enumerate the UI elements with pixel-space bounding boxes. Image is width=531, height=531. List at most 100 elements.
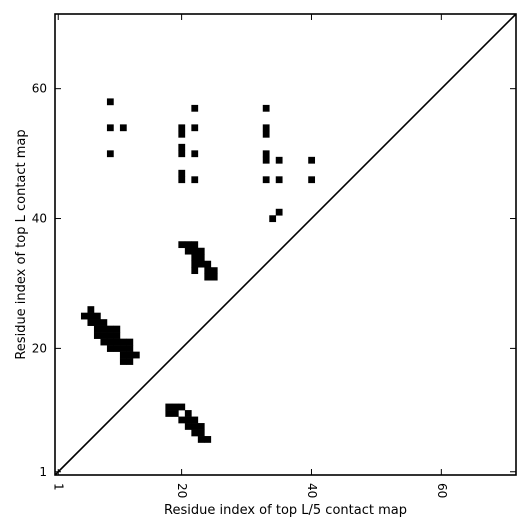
contact-cell [191,267,199,275]
contact-cell [126,358,134,365]
contact-cell [132,351,140,359]
contact-cell [197,423,205,430]
contact-cell [308,176,316,184]
contact-cell [178,150,186,158]
contact-cell [126,345,134,352]
contact-cell [197,429,205,437]
contact-cell [262,124,270,132]
contact-cell [191,104,199,112]
x-tick-label: 1 [52,483,66,491]
contact-cell [197,254,205,262]
contact-cell [275,156,283,164]
y-tick-label: 20 [32,341,47,355]
contact-cell [262,176,270,184]
y-tick-label: 40 [32,212,47,226]
contact-cell [100,325,108,333]
y-tick-label: 60 [32,82,47,96]
contact-cell [262,130,270,138]
contact-cell [106,150,114,158]
contact-cell [210,267,218,275]
contact-cell [87,306,95,313]
contact-cell [100,332,108,339]
contact-cell [119,124,127,132]
contact-cell [184,423,192,430]
contact-cell [113,325,121,333]
contact-cell [191,150,199,158]
contact-cell [171,410,179,417]
contact-cell [184,247,192,255]
contact-cell [119,358,127,365]
contact-cell [106,325,114,333]
contact-cell [93,312,101,320]
diagonal-line [54,13,517,476]
contact-cell [275,176,283,184]
contact-cell [197,436,205,443]
contact-cell [184,410,192,417]
contact-cell [178,403,186,411]
contact-cells [80,98,316,443]
contact-cell [204,267,212,275]
contact-cell [106,124,114,132]
contact-cell [204,273,212,281]
contact-cell [100,319,108,326]
contact-cell [178,143,186,151]
contact-cell [210,273,218,281]
y-tick-label: 1 [39,465,47,479]
contact-cell [262,104,270,112]
x-tick-label: 60 [435,483,449,498]
y-axis-label: Residue index of top L contact map [14,129,29,359]
contact-cell [178,241,186,249]
contact-cell [197,247,205,255]
contact-cell [191,260,199,268]
contact-cell [93,332,101,339]
contact-cell [106,338,114,346]
contact-cell [87,319,95,326]
axis-ticks: 1 20 40 60 1 20 40 60 [32,14,516,498]
contact-cell [178,124,186,132]
contact-cell [191,254,199,262]
contact-cell [184,416,192,424]
x-tick-label: 20 [175,483,189,498]
contact-cell [191,176,199,184]
x-axis-label: Residue index of top L/5 contact map [164,503,407,518]
contact-cell [106,345,114,352]
contact-cell [204,260,212,268]
contact-cell [178,169,186,177]
contact-cell [106,98,114,106]
contact-cell [204,436,212,443]
contact-cell [113,345,121,352]
contact-cell [93,325,101,333]
contact-cell [93,319,101,326]
contact-cell [275,208,283,216]
contact-cell [113,332,121,339]
contact-cell [100,338,108,346]
contact-cell [191,423,199,430]
contact-cell [126,351,134,359]
contact-cell [191,416,199,424]
contact-cell [191,124,199,132]
contact-cell [80,312,88,320]
plot-frame [54,13,517,476]
contact-cell [87,312,95,320]
contact-cell [262,156,270,164]
contact-cell [106,332,114,339]
contact-cell [197,260,205,268]
x-tick-label: 40 [305,483,319,498]
contact-cell [119,351,127,359]
contact-cell [269,215,277,223]
contact-cell [178,416,186,424]
contact-cell [191,429,199,437]
contact-cell [308,156,316,164]
contact-cell [171,403,179,411]
contact-cell [178,130,186,138]
contact-cell [165,410,173,417]
contact-cell [165,403,173,411]
contact-cell [119,338,127,346]
contact-cell [262,150,270,158]
contact-cell [126,338,134,346]
contact-cell [119,345,127,352]
contact-cell [113,338,121,346]
contact-cell [191,247,199,255]
contact-cell [184,241,192,249]
